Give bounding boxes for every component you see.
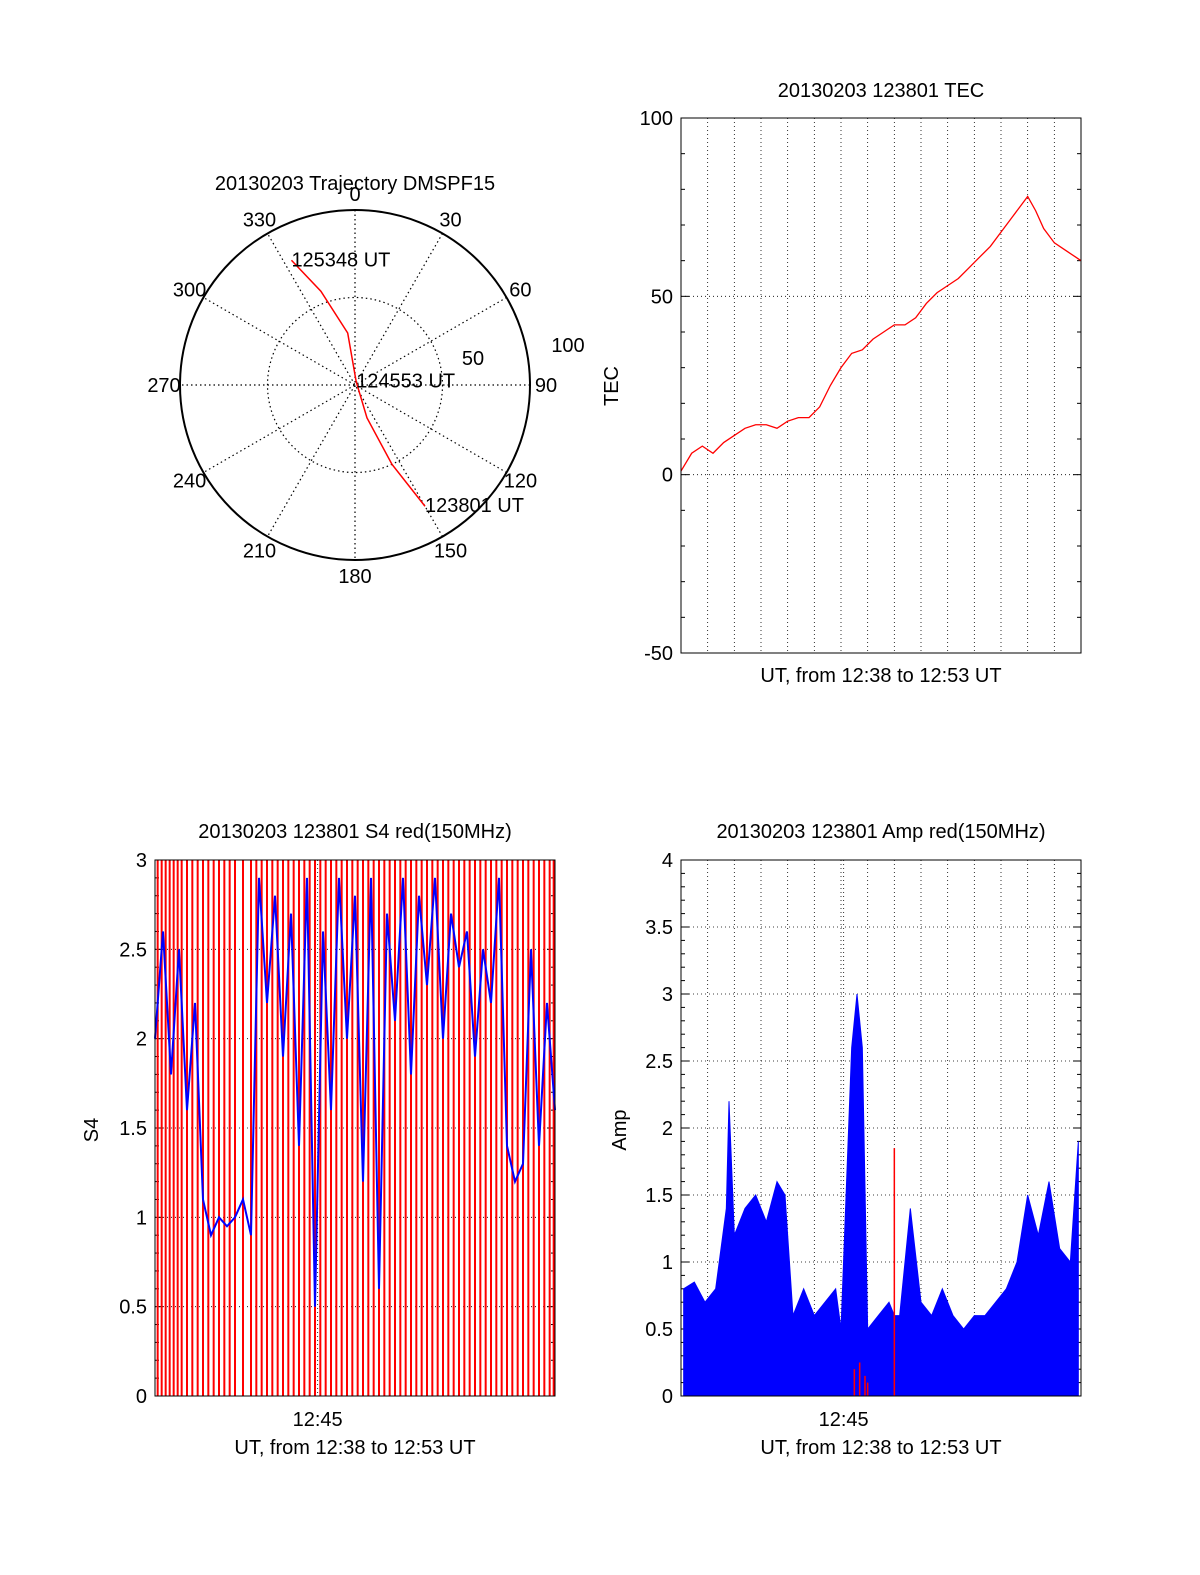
polar-angle-label: 90 xyxy=(535,375,557,397)
tec-xlabel: UT, from 12:38 to 12:53 UT xyxy=(760,665,1001,687)
polar-title: 20130203 Trajectory DMSPF15 xyxy=(215,173,495,195)
y-tick-label: 1.5 xyxy=(645,1185,673,1207)
tec-plot: 20130203 123801 TEC UT, from 12:38 to 12… xyxy=(601,80,1082,687)
y-tick-label: 2.5 xyxy=(119,939,147,961)
tec-title: 20130203 123801 TEC xyxy=(778,80,984,102)
s4-title: 20130203 123801 S4 red(150MHz) xyxy=(198,821,512,843)
polar-time-annotation: 125348 UT xyxy=(291,249,390,271)
polar-angle-label: 60 xyxy=(509,280,531,302)
polar-time-annotation: 124553 UT xyxy=(356,371,455,393)
y-tick-label: 2 xyxy=(136,1029,147,1051)
y-tick-label: 3 xyxy=(136,850,147,872)
polar-angle-label: 300 xyxy=(173,280,206,302)
y-tick-label: 0 xyxy=(136,1386,147,1408)
amp-series xyxy=(683,993,1079,1397)
amp-title: 20130203 123801 Amp red(150MHz) xyxy=(716,821,1045,843)
tec-series xyxy=(680,195,1082,472)
polar-angle-label: 180 xyxy=(338,566,371,588)
trajectory-polar-plot: 20130203 Trajectory DMSPF15 0 30 60 90 120 15… xyxy=(147,173,584,588)
y-tick-label: 2.5 xyxy=(645,1051,673,1073)
amp-ylabel: Amp xyxy=(609,1109,631,1150)
tec-grid xyxy=(681,117,1081,654)
s4-plot: 20130203 123801 S4 red(150MHz) UT, from … xyxy=(81,821,556,1459)
tec-ylabel: TEC xyxy=(601,366,623,406)
polar-angle-label: 330 xyxy=(243,210,276,232)
y-tick-label: 3 xyxy=(662,984,673,1006)
polar-angle-label: 240 xyxy=(173,471,206,493)
x-tick-label: 12:45 xyxy=(819,1409,869,1431)
polar-time-annotation: 123801 UT xyxy=(425,495,524,517)
x-tick-label: 12:45 xyxy=(293,1409,343,1431)
amp-blue-area xyxy=(683,993,1079,1397)
polar-radial-label: 50 xyxy=(462,348,484,370)
y-tick-label: 0.5 xyxy=(119,1297,147,1319)
polar-angle-label: 30 xyxy=(439,210,461,232)
y-tick-label: 1 xyxy=(136,1207,147,1229)
polar-angle-label: 120 xyxy=(504,471,537,493)
amp-xlabel: UT, from 12:38 to 12:53 UT xyxy=(760,1437,1001,1459)
amp-plot: 20130203 123801 Amp red(150MHz) UT, from… xyxy=(609,821,1082,1459)
s4-series xyxy=(154,860,556,1396)
y-tick-label: 50 xyxy=(651,286,673,308)
polar-angle-label: 150 xyxy=(434,540,467,562)
polar-labels: 0 30 60 90 120 150 180 210 240 270 300 330 50 100 1253… xyxy=(147,184,584,588)
polar-angle-label: 210 xyxy=(243,540,276,562)
y-tick-label: 0.5 xyxy=(645,1319,673,1341)
y-tick-label: 3.5 xyxy=(645,917,673,939)
y-tick-label: 100 xyxy=(640,108,673,130)
y-tick-label: 4 xyxy=(662,850,673,872)
s4-blue-line xyxy=(154,877,556,1307)
polar-trajectory-line xyxy=(290,259,426,507)
amp-tick-labels: 0 0.5 1 1.5 2 2.5 3 3.5 4 12:45 xyxy=(645,850,869,1431)
amp-frame xyxy=(680,859,1082,1397)
polar-angle-label: 0 xyxy=(349,184,360,206)
s4-xlabel: UT, from 12:38 to 12:53 UT xyxy=(234,1437,475,1459)
y-tick-label: 0 xyxy=(662,1386,673,1408)
y-tick-label: 1.5 xyxy=(119,1118,147,1140)
y-tick-label: 2 xyxy=(662,1118,673,1140)
polar-radial-label: 100 xyxy=(551,335,584,357)
tec-line xyxy=(680,195,1082,472)
polar-inner-circle xyxy=(266,296,444,474)
tec-tick-labels: 100 50 0 -50 xyxy=(640,108,673,665)
y-tick-label: 1 xyxy=(662,1252,673,1274)
tec-frame xyxy=(680,117,1082,654)
polar-series xyxy=(290,259,426,507)
y-tick-label: -50 xyxy=(644,643,673,665)
s4-ylabel: S4 xyxy=(81,1118,103,1142)
s4-frame xyxy=(154,859,556,1397)
polar-angle-label: 270 xyxy=(147,375,180,397)
y-tick-label: 0 xyxy=(662,465,673,487)
polar-grid xyxy=(179,209,531,561)
s4-tick-labels: 0 0.5 1 1.5 2 2.5 3 12:45 xyxy=(119,850,343,1431)
